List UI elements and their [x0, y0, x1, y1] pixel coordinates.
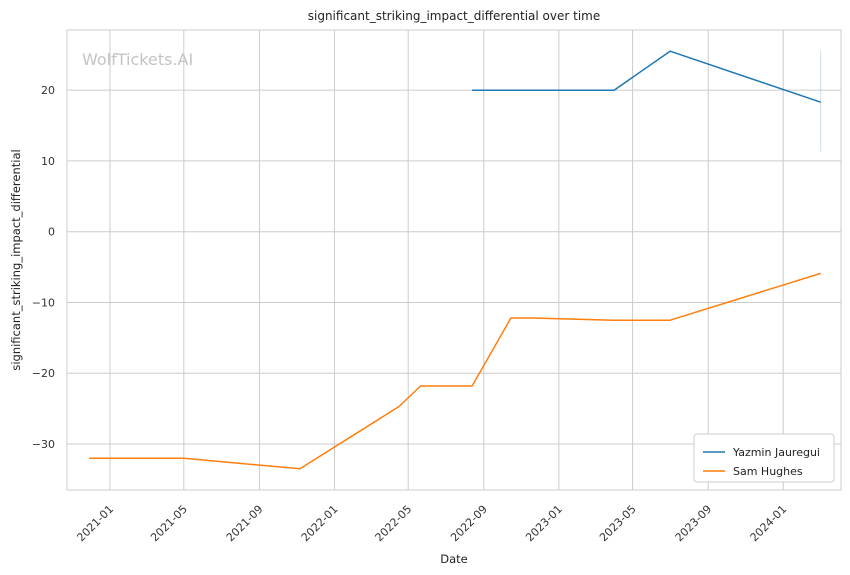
y-tick-label: −10 [32, 296, 55, 309]
x-tick-labels: 2021-01 2021-05 2021-09 2022-01 2022-05 2022-… [74, 503, 789, 545]
x-tick-label: 2022-05 [373, 503, 415, 545]
y-tick-label: 20 [41, 84, 55, 97]
y-axis-label: significant_striking_impact_differential [9, 149, 23, 370]
x-tick-label: 2022-01 [299, 503, 341, 545]
x-tick-label: 2023-01 [523, 503, 565, 545]
x-tick-label: 2021-05 [148, 503, 190, 545]
series-line-sam-hughes [89, 272, 821, 470]
x-tick-label: 2023-05 [597, 503, 639, 545]
x-tick-label: 2021-01 [74, 503, 116, 545]
grid-layer [67, 30, 841, 490]
x-tick-label: 2022-09 [448, 503, 490, 545]
x-tick-label: 2021-09 [224, 503, 266, 545]
series-line-yazmin-jauregui [472, 50, 821, 103]
y-tick-label: 0 [48, 226, 55, 239]
y-tick-label: 10 [41, 155, 55, 168]
legend: Yazmin Jauregui Sam Hughes [693, 433, 835, 483]
chart-title: significant_striking_impact_differential… [308, 9, 600, 23]
y-tick-labels: −30 −20 −10 0 10 20 [32, 84, 55, 451]
y-tick-label: −30 [32, 438, 55, 451]
watermark: WolfTickets.AI [82, 50, 193, 69]
legend-box [693, 433, 835, 483]
x-axis-label: Date [440, 552, 468, 566]
x-tick-label: 2024-01 [748, 503, 790, 545]
x-tick-label: 2023-09 [673, 503, 715, 545]
series-layer [89, 50, 822, 470]
plot-frame [66, 29, 842, 491]
y-tick-label: −20 [32, 367, 55, 380]
legend-label-sam-hughes: Sam Hughes [733, 465, 803, 478]
legend-label-yazmin-jauregui: Yazmin Jauregui [732, 446, 820, 459]
